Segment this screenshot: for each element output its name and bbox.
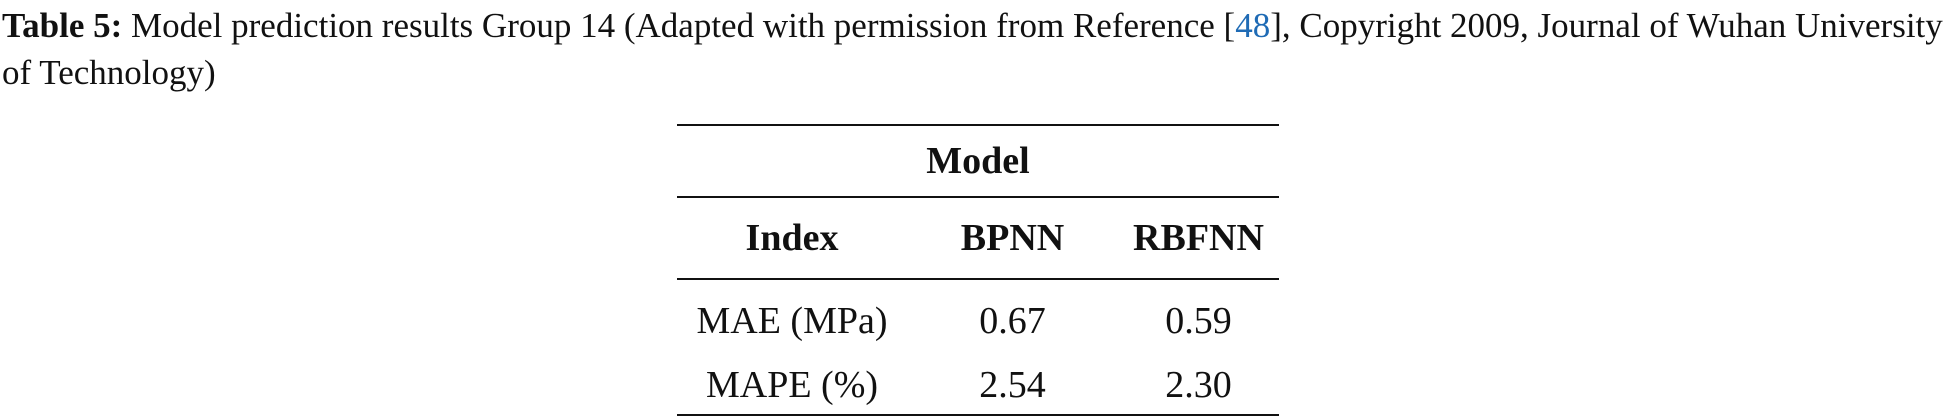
column-header: BPNN (907, 197, 1118, 280)
results-table: Model Index BPNN RBFNN MAE (MPa) 0.67 0.… (677, 124, 1279, 416)
row-label: MAE (MPa) (696, 300, 888, 342)
cell: 0.59 (1165, 300, 1232, 342)
caption-label: Table 5: (2, 6, 123, 45)
group-header: Model (677, 124, 1279, 198)
caption-text: ], Copyright 2009, Journal of Wuhan Univ… (2, 6, 1943, 92)
column-header: Index (677, 197, 907, 280)
reference-link[interactable]: 48 (1235, 6, 1271, 45)
cell: 2.30 (1118, 356, 1279, 416)
caption: Table 5: Model prediction results Group … (2, 2, 1952, 96)
cell: 2.54 (907, 356, 1118, 416)
caption-text: Model prediction results Group 14 (Adapt… (131, 6, 1236, 45)
row-label: MAPE (%) (677, 356, 907, 416)
column-header: RBFNN (1118, 197, 1279, 280)
cell: 0.67 (979, 300, 1046, 342)
